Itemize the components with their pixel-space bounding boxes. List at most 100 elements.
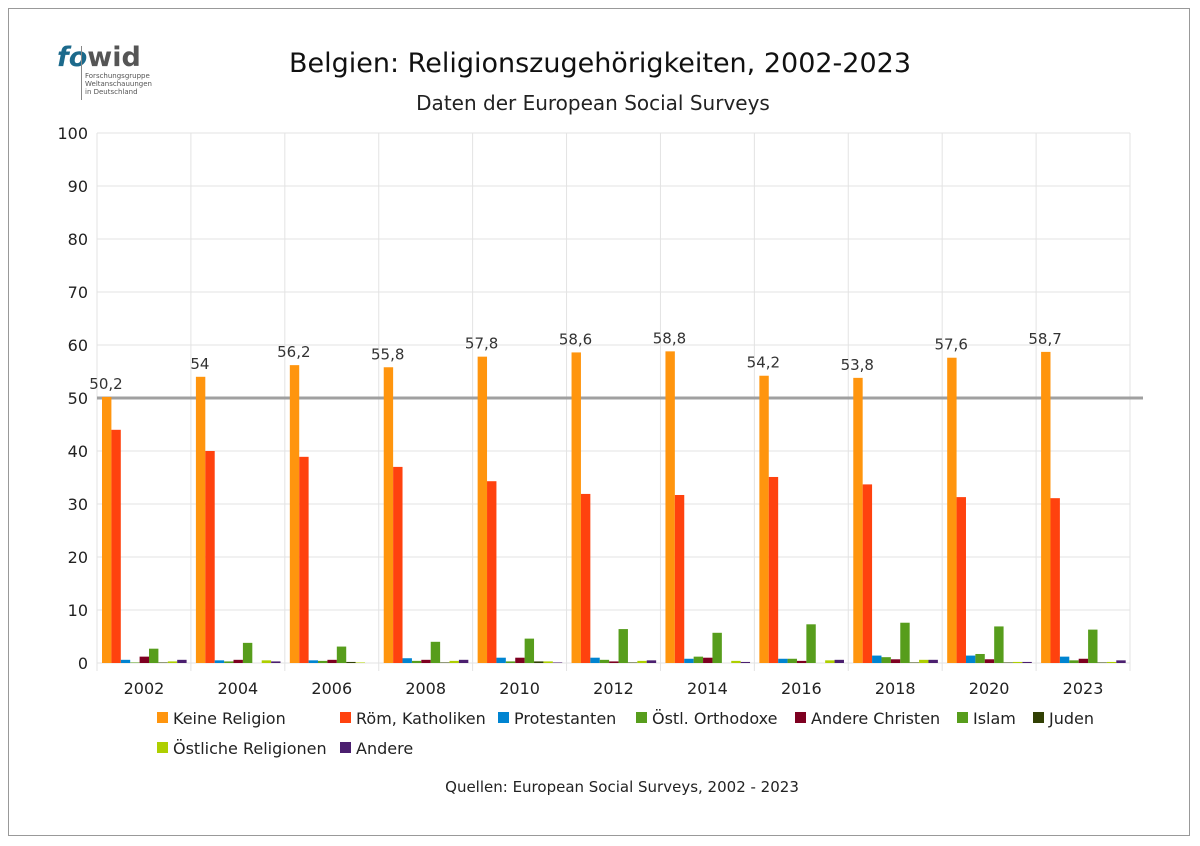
chart-frame: [8, 8, 1190, 836]
x-tick-label: 2012: [593, 679, 634, 698]
bar: [881, 657, 891, 663]
x-tick-label: 2008: [405, 679, 446, 698]
y-tick-label: 0: [78, 654, 88, 673]
bar: [618, 629, 628, 663]
x-tick-label: 2023: [1063, 679, 1104, 698]
legend-label: Östliche Religionen: [173, 739, 327, 758]
bar: [1012, 661, 1023, 663]
bar: [440, 662, 450, 663]
bar: [534, 661, 544, 663]
legend-swatch: [795, 712, 806, 723]
legend-swatch: [340, 712, 351, 723]
bar: [599, 659, 610, 663]
y-tick-label: 100: [57, 124, 88, 143]
bar: [1097, 662, 1107, 663]
bar: [139, 656, 149, 663]
legend-swatch: [498, 712, 509, 723]
bar: [637, 660, 647, 663]
y-tick-label: 10: [68, 601, 88, 620]
data-label: 56,2: [277, 343, 310, 361]
x-tick-label: 2014: [687, 679, 728, 698]
data-label: 58,7: [1028, 330, 1061, 348]
bar: [524, 638, 535, 663]
bar: [177, 659, 187, 663]
bar: [1088, 629, 1098, 663]
bar: [984, 659, 995, 663]
bar: [994, 626, 1004, 663]
chart-title: Belgien: Religionszugehörigkeiten, 2002-…: [289, 48, 911, 79]
bar: [1050, 498, 1060, 663]
bar: [1022, 661, 1032, 663]
legend-label: Islam: [973, 709, 1016, 728]
bar: [1116, 660, 1126, 663]
bar: [862, 484, 873, 663]
bar: [205, 451, 215, 663]
bar: [703, 657, 713, 663]
bar: [195, 376, 206, 663]
y-tick-label: 20: [68, 548, 88, 567]
bar: [393, 466, 403, 663]
bar: [487, 481, 497, 663]
bar: [665, 351, 675, 663]
y-tick-label: 90: [68, 177, 88, 196]
bar: [580, 493, 591, 663]
x-tick-label: 2016: [781, 679, 822, 698]
bar: [956, 497, 966, 663]
bar: [505, 661, 516, 663]
legend-swatch: [157, 712, 168, 723]
bar: [299, 456, 309, 663]
bar: [289, 365, 300, 663]
bar: [571, 352, 581, 663]
bar: [947, 357, 957, 663]
bar: [872, 655, 882, 663]
bar: [768, 476, 779, 663]
bar: [590, 657, 600, 663]
chart-source: Quellen: European Social Surveys, 2002 -…: [445, 778, 799, 796]
bar: [712, 632, 722, 663]
bar: [224, 661, 234, 663]
bar: [919, 659, 929, 663]
bar: [308, 660, 319, 663]
bar: [975, 653, 985, 663]
legend-swatch: [957, 712, 968, 723]
bar: [458, 659, 469, 663]
bar: [825, 660, 835, 663]
bar: [1078, 658, 1089, 663]
x-tick-label: 2004: [218, 679, 259, 698]
data-label: 54: [190, 355, 209, 373]
bar: [167, 661, 178, 663]
y-tick-label: 60: [68, 336, 88, 355]
legend-swatch: [1033, 712, 1044, 723]
legend-label: Andere Christen: [811, 709, 940, 728]
legend-label: Juden: [1048, 709, 1094, 728]
bar: [731, 660, 741, 663]
data-label: 58,8: [653, 329, 686, 347]
bar: [543, 661, 553, 663]
bar: [1041, 351, 1051, 663]
x-tick-label: 2006: [311, 679, 352, 698]
bar: [242, 642, 253, 663]
bar: [900, 622, 910, 663]
bar: [477, 356, 488, 663]
y-tick-label: 80: [68, 230, 88, 249]
bar: [834, 659, 844, 663]
bar: [271, 661, 281, 663]
chart-subtitle: Daten der European Social Surveys: [416, 91, 770, 115]
logo-line: in Deutschland: [85, 88, 138, 96]
bar: [609, 661, 619, 663]
legend-label: Protestanten: [514, 709, 616, 728]
bar: [102, 396, 112, 663]
bar: [965, 655, 976, 663]
bar: [1059, 656, 1070, 663]
bar: [515, 657, 525, 663]
bar: [552, 662, 563, 663]
bar: [646, 660, 657, 663]
bar: [627, 662, 638, 663]
bar: [327, 659, 337, 663]
bar: [928, 659, 938, 663]
data-label: 50,2: [89, 375, 122, 393]
bar: [158, 662, 168, 663]
bar: [120, 659, 131, 663]
bar: [421, 659, 431, 663]
